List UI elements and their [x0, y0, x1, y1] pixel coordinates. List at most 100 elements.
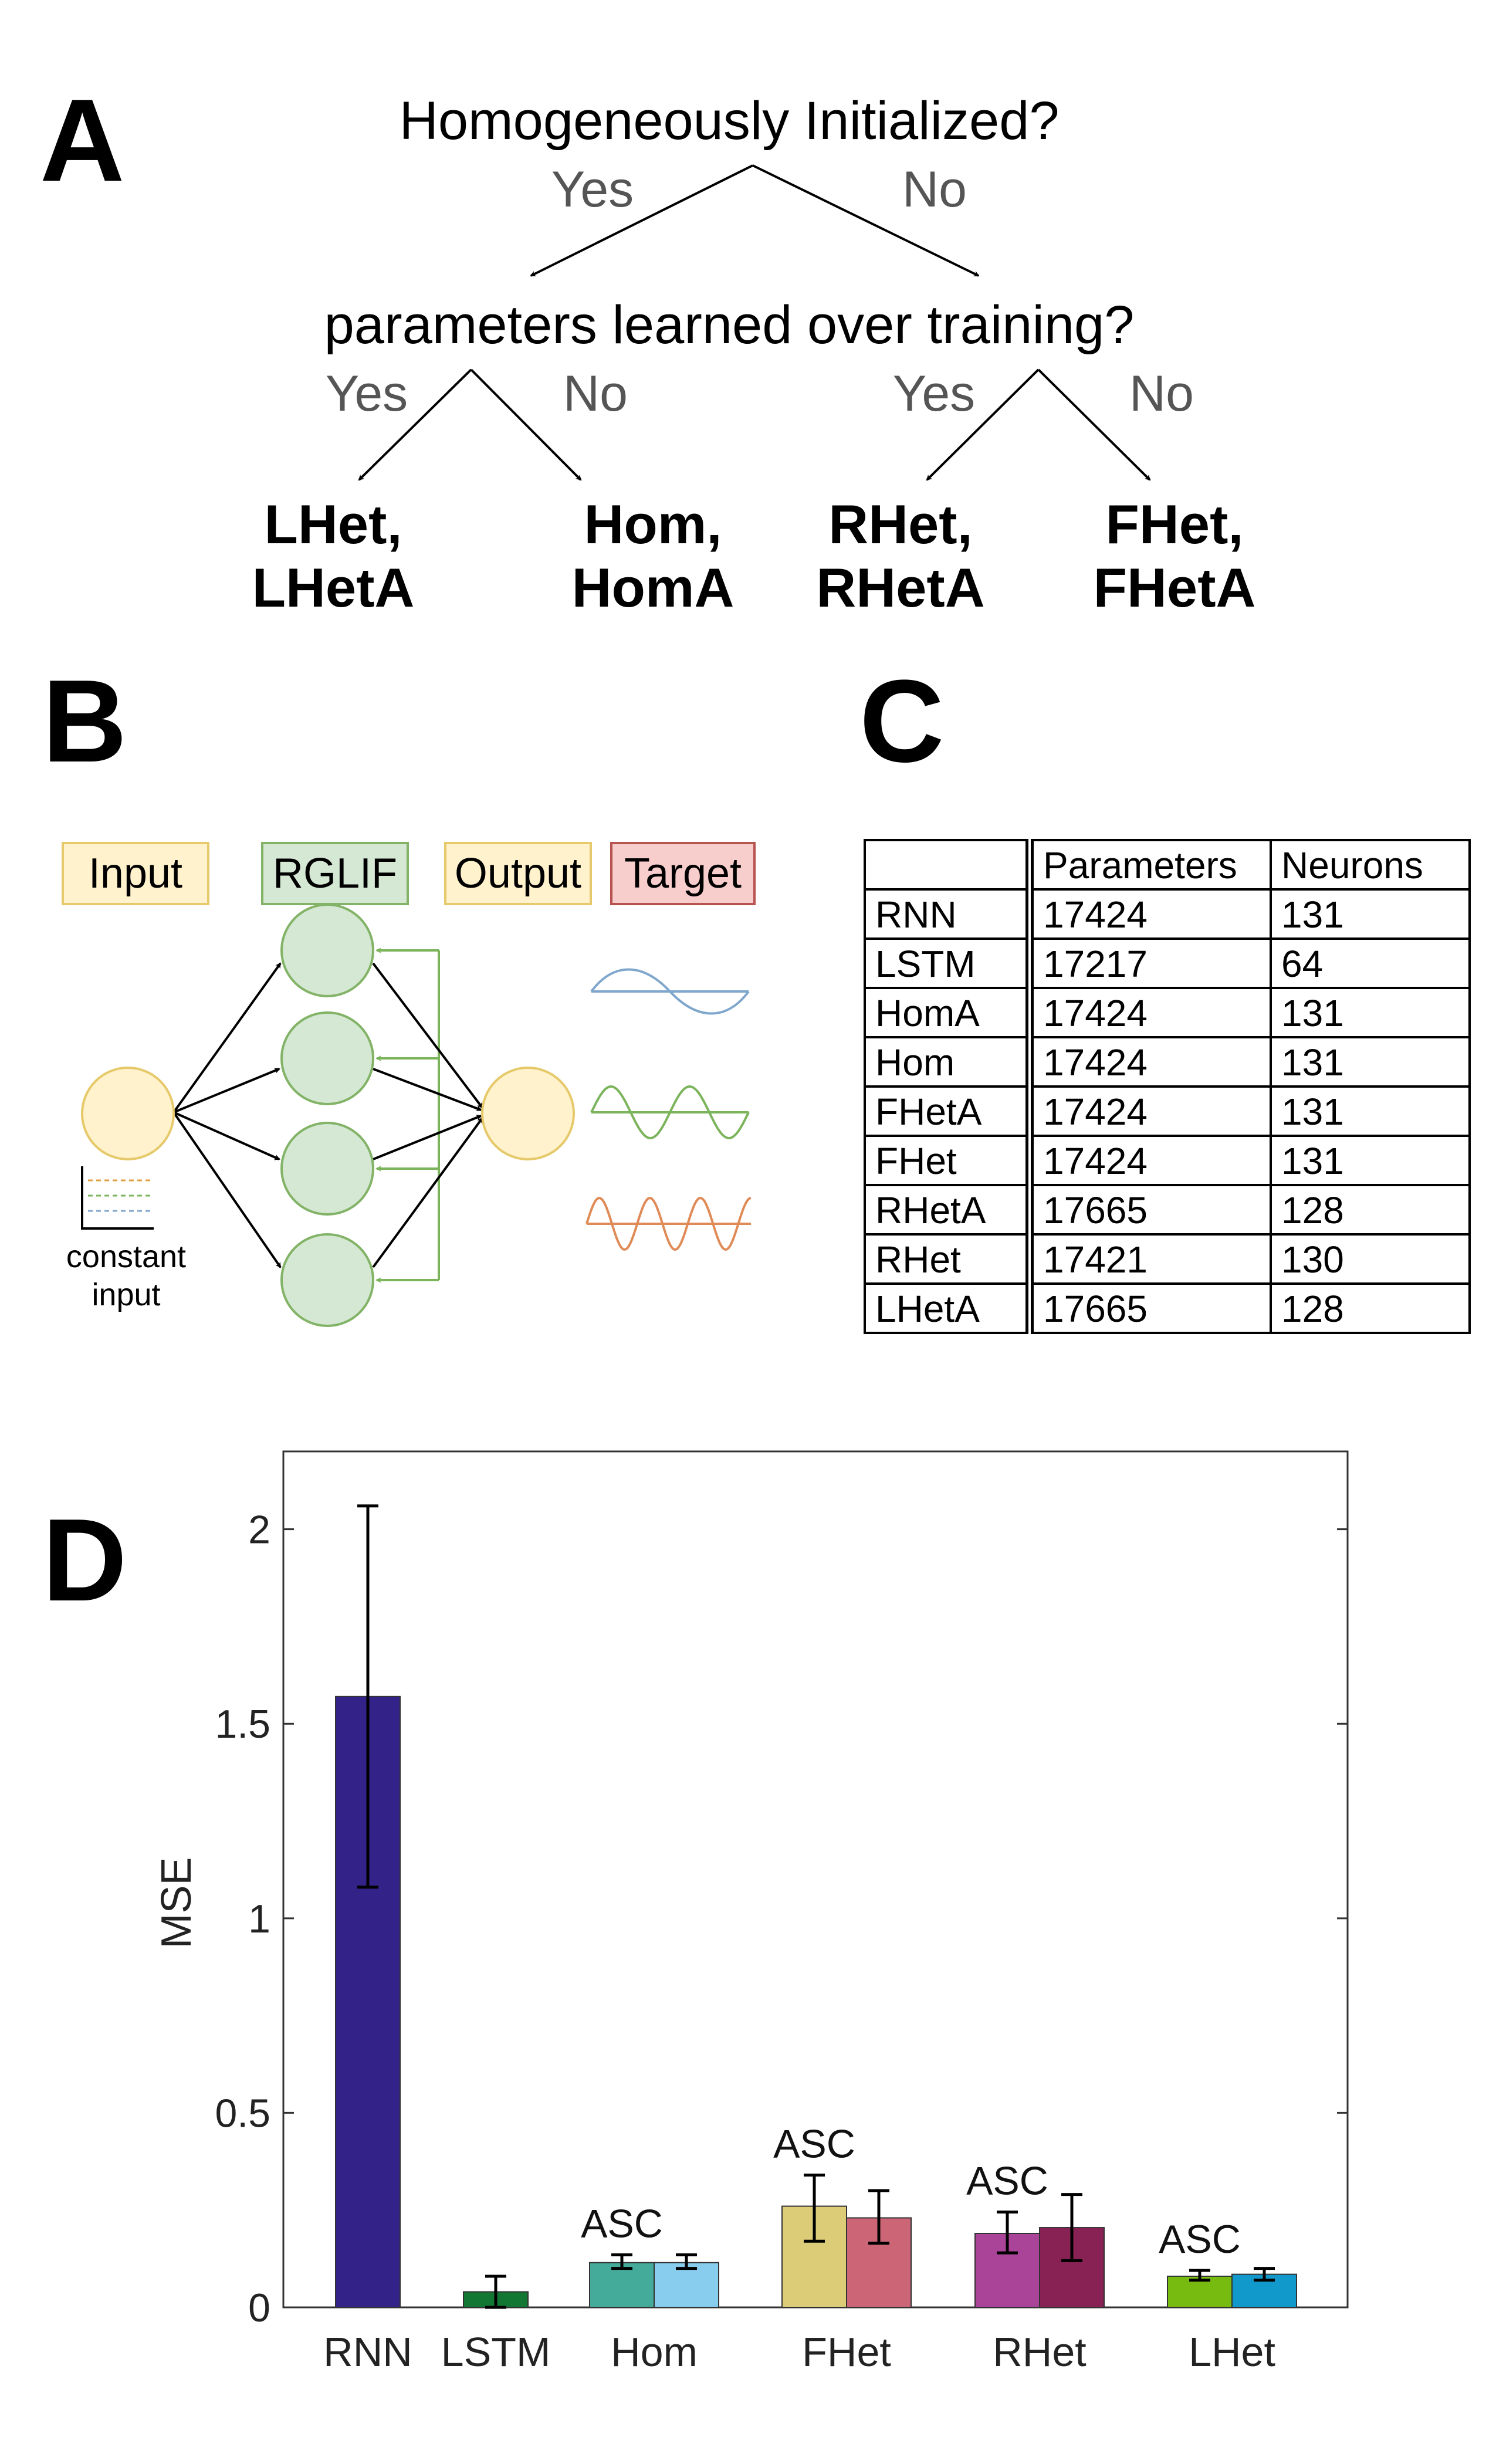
table-cell-parameters: 17665 — [1028, 1282, 1272, 1334]
y-tick-label: 0.5 — [215, 2091, 270, 2135]
tree-leaf-rhet-line2: RHetA — [816, 557, 985, 619]
panel-label-b: B — [42, 656, 127, 787]
tree-question-learned: parameters learned over training? — [324, 295, 1135, 355]
table-row: LHetA 17665 128 — [864, 1282, 1471, 1334]
bar-hom — [654, 2262, 719, 2309]
table-row: RHet 17421 130 — [864, 1233, 1471, 1285]
parameter-table: Parameters Neurons RNN 17424 131 LSTM 17217 6… — [864, 839, 1471, 1334]
table-row: HomA 17424 131 — [864, 987, 1471, 1038]
tree-leaf-fhet-line1: FHet, — [1105, 493, 1244, 555]
table-cell-neurons: 131 — [1270, 1036, 1471, 1088]
table-cell-model: LSTM — [864, 937, 1034, 989]
tree-yes-2b: Yes — [892, 365, 976, 422]
table-cell-parameters: 17424 — [1028, 1085, 1272, 1137]
x-tick-label: RNN — [323, 2329, 412, 2375]
table-cell-parameters: 17665 — [1028, 1184, 1272, 1236]
tree-arrows — [358, 164, 1151, 481]
tree-yes-1: Yes — [551, 161, 634, 218]
tree-arrow-no-1 — [752, 164, 980, 277]
tree-leaf-lhet-line1: LHet, — [264, 493, 402, 555]
table-cell-model: HomA — [864, 987, 1034, 1038]
table-cell-parameters: 17424 — [1028, 888, 1272, 940]
mse-bar-chart: 0 0.5 1 1.5 2 MSE ASC ASC ASC ASC RNN LSTM Hom FHet RH… — [153, 1450, 1349, 2375]
tree-arrow-yes-2a — [358, 368, 472, 481]
bar-hom — [589, 2262, 655, 2309]
rglif-label: RGLIF — [261, 842, 409, 905]
asc-annotation: ASC — [581, 2201, 663, 2246]
table-cell-parameters: 17217 — [1028, 937, 1272, 989]
rglif-neuron-1 — [280, 903, 374, 997]
output-label: Output — [444, 842, 592, 905]
table-cell-neurons: 128 — [1270, 1282, 1471, 1334]
tree-leaf-rhet: RHet, RHetA — [816, 493, 984, 620]
table-header-neurons: Neurons — [1270, 839, 1471, 891]
table-row: Hom 17424 131 — [864, 1036, 1471, 1088]
tree-no-1: No — [902, 161, 967, 218]
table-cell-neurons: 128 — [1270, 1184, 1471, 1236]
tree-question-homogeneous: Homogeneously Initialized? — [399, 91, 1060, 151]
tree-no-2b: No — [1129, 365, 1194, 422]
y-tick-label: 2 — [248, 1508, 270, 1552]
asc-annotation: ASC — [966, 2159, 1048, 2204]
tree-arrow-yes-1 — [530, 164, 753, 277]
input-to-rglif-arrows — [172, 962, 282, 1268]
x-tick-label: Hom — [611, 2329, 698, 2375]
tree-leaf-hom-line2: HomA — [571, 557, 735, 619]
table-cell-model: LHetA — [864, 1282, 1034, 1334]
table-cell-parameters: 17424 — [1028, 1036, 1272, 1088]
table-row: RHetA 17665 128 — [864, 1184, 1471, 1236]
tree-arrow-yes-2b — [926, 368, 1040, 481]
y-tick-label: 1.5 — [215, 1702, 270, 1747]
panel-label-c: C — [859, 656, 945, 787]
table-row: FHetA 17424 131 — [864, 1085, 1471, 1137]
table-row: FHet 17424 131 — [864, 1135, 1471, 1186]
table-cell-neurons: 131 — [1270, 1135, 1471, 1186]
x-tick-label: RHet — [993, 2329, 1086, 2375]
table-cell-model: FHetA — [864, 1085, 1034, 1137]
table-cell-model: Hom — [864, 1036, 1034, 1088]
panel-label-d: D — [42, 1495, 127, 1626]
table-cell-neurons: 131 — [1270, 888, 1471, 940]
tree-no-2a: No — [563, 365, 628, 422]
y-axis-label: MSE — [153, 1857, 200, 1948]
x-tick-label: LHet — [1189, 2329, 1275, 2375]
table-row: RNN 17424 131 — [864, 888, 1471, 940]
table-cell-neurons: 64 — [1270, 937, 1471, 989]
table-cell-neurons: 131 — [1270, 1085, 1471, 1137]
table-cell-model: RNN — [864, 888, 1034, 940]
input-label: Input — [62, 842, 209, 905]
asc-annotation: ASC — [773, 2122, 855, 2167]
table-cell-model: RHet — [864, 1233, 1034, 1285]
table-cell-model: FHet — [864, 1135, 1034, 1186]
constant-input-caption: constant input — [56, 1238, 197, 1314]
tree-leaf-fhet: FHet, FHetA — [1094, 493, 1256, 620]
rglif-neuron-3 — [280, 1122, 374, 1216]
table-cell-parameters: 17421 — [1028, 1233, 1272, 1285]
y-tick-label: 0 — [248, 2286, 270, 2330]
table-cell-neurons: 130 — [1270, 1233, 1471, 1285]
x-tick-label: FHet — [802, 2329, 891, 2375]
panel-label-a: A — [40, 75, 125, 206]
tree-leaf-lhet-line2: LHetA — [252, 557, 415, 619]
target-wave-slow — [590, 968, 750, 1015]
constant-input-icon — [81, 1166, 154, 1230]
tree-leaf-hom-line1: Hom, — [584, 493, 722, 555]
constant-input-caption-line1: constant — [66, 1239, 187, 1274]
table-cell-neurons: 131 — [1270, 987, 1471, 1038]
tree-leaf-lhet: LHet, LHetA — [252, 493, 415, 620]
target-wave-medium — [590, 1085, 750, 1140]
rglif-neuron-2 — [280, 1011, 374, 1105]
rglif-to-output-arrows — [372, 962, 483, 1268]
tree-leaf-hom: Hom, HomA — [572, 493, 735, 620]
tree-leaf-fhet-line2: FHetA — [1093, 557, 1256, 619]
table-row: LSTM 17217 64 — [864, 937, 1471, 989]
tree-arrow-no-2b — [1037, 368, 1151, 481]
y-tick-label: 1 — [248, 1897, 270, 1941]
target-label: Target — [610, 842, 756, 905]
output-neuron — [481, 1067, 575, 1160]
x-tick-label: LSTM — [441, 2329, 551, 2375]
table-cell-model: RHetA — [864, 1184, 1034, 1236]
table-header-row: Parameters Neurons — [864, 839, 1471, 891]
table-cell-parameters: 17424 — [1028, 987, 1272, 1038]
rglif-neuron-4 — [280, 1233, 374, 1327]
